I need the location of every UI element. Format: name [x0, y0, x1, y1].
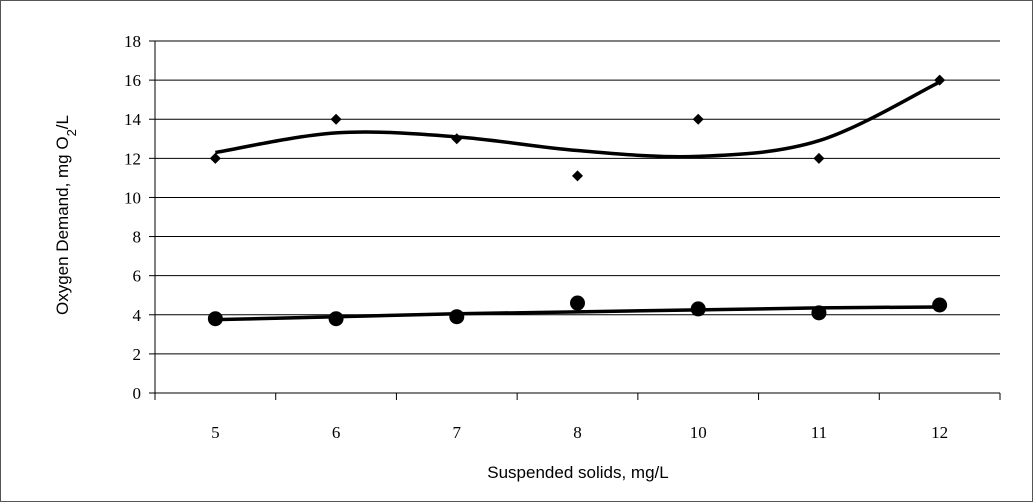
data-point-circle — [570, 295, 585, 311]
trendline-series-1 — [215, 80, 941, 159]
x-tick-label: 7 — [453, 423, 462, 442]
data-point-diamond — [934, 74, 946, 86]
y-axis-title: Oxygen Demand, mg O2/L — [53, 115, 79, 315]
data-point-diamond — [451, 133, 463, 145]
y-tick-label: 4 — [133, 306, 142, 325]
y-tick-label: 14 — [124, 110, 142, 129]
y-tick-label: 2 — [133, 345, 142, 364]
data-point-circle — [328, 311, 344, 327]
y-tick-label: 6 — [133, 267, 142, 286]
x-tick-label: 10 — [690, 423, 707, 442]
data-point-circle — [449, 309, 465, 325]
y-axis-title-prefix: Oxygen Demand, mg O — [53, 136, 72, 315]
x-tick-label: 11 — [811, 423, 827, 442]
x-tick-label: 12 — [931, 423, 948, 442]
series-layer — [207, 74, 948, 327]
x-tick-label: 5 — [211, 423, 220, 442]
y-tick-label: 0 — [133, 384, 142, 403]
data-point-circle — [932, 297, 948, 313]
y-axis-title-subscript: 2 — [64, 129, 79, 136]
y-tick-label: 10 — [124, 188, 141, 207]
data-point-diamond — [813, 152, 825, 164]
x-tick-label: 6 — [332, 423, 341, 442]
x-tick-label: 8 — [573, 423, 582, 442]
y-tick-label: 18 — [124, 32, 141, 51]
axes-layer: 0 2 4 6 8 10 12 14 16 18 5 6 7 8 10 11 12 — [124, 32, 1001, 442]
data-point-circle — [207, 311, 223, 327]
data-point-diamond — [330, 113, 342, 125]
y-axis-title-suffix: /L — [53, 115, 72, 129]
data-point-diamond — [209, 152, 221, 164]
y-tick-label: 12 — [124, 149, 141, 168]
x-axis-title: Suspended solids, mg/L — [487, 463, 668, 482]
data-point-diamond — [692, 113, 704, 125]
y-tick-label: 8 — [133, 228, 142, 247]
y-tick-label: 16 — [124, 71, 141, 90]
data-point-diamond — [572, 170, 583, 182]
data-point-circle — [690, 301, 706, 317]
data-point-circle — [811, 305, 827, 321]
grid-layer — [155, 40, 1000, 355]
